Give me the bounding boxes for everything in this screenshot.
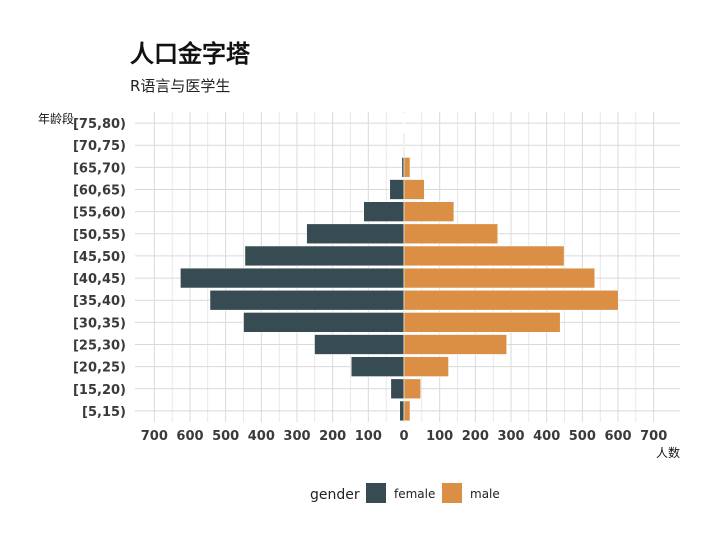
x-tick-label: 600 <box>176 429 203 444</box>
y-tick-label: [45,50) <box>73 250 126 265</box>
bar-male <box>403 223 499 245</box>
x-tick-label: 400 <box>533 429 560 444</box>
x-tick-label: 200 <box>319 429 346 444</box>
chart-title: 人口金字塔 <box>130 39 250 68</box>
bar-female <box>209 289 405 311</box>
bar-female <box>243 312 405 333</box>
bar-female <box>306 223 405 245</box>
bar-male <box>403 312 561 333</box>
x-tick-label: 300 <box>283 429 310 444</box>
bar-male <box>403 334 508 355</box>
bar-male <box>403 267 596 289</box>
x-tick-label: 700 <box>141 429 168 444</box>
bar-female <box>401 157 405 178</box>
x-tick-label: 100 <box>355 429 382 444</box>
bar-female <box>314 334 405 355</box>
legend-title: gender <box>310 487 360 503</box>
bar-female <box>244 245 405 267</box>
bar-male <box>403 157 411 178</box>
x-axis-title: 人数 <box>656 445 680 460</box>
bar-female <box>399 400 405 422</box>
y-tick-label: [5,15) <box>82 405 126 420</box>
y-tick-label: [35,40) <box>73 294 126 309</box>
y-tick-label: [50,55) <box>73 228 126 243</box>
y-tick-label: [75,80) <box>73 117 126 132</box>
x-tick-label: 200 <box>462 429 489 444</box>
y-tick-label: [55,60) <box>73 206 126 221</box>
bar-male <box>403 201 455 222</box>
y-tick-label: [40,45) <box>73 272 126 287</box>
bar-female <box>180 267 405 289</box>
x-tick-label: 0 <box>399 429 408 444</box>
y-tick-label: [20,25) <box>73 361 126 376</box>
legend-label: female <box>394 487 435 501</box>
bar-male <box>403 245 565 267</box>
y-tick-label: [30,35) <box>73 316 126 331</box>
bar-male <box>403 378 422 400</box>
y-axis-title: 年龄段 <box>38 111 74 126</box>
bar-female <box>390 378 405 400</box>
legend-swatch-male <box>442 483 462 503</box>
x-tick-label: 100 <box>426 429 453 444</box>
bar-female <box>350 356 405 377</box>
bar-male <box>403 400 411 422</box>
legend-label: male <box>470 487 500 501</box>
x-tick-label: 500 <box>569 429 596 444</box>
x-tick-label: 600 <box>604 429 631 444</box>
bar-male <box>403 112 405 134</box>
x-tick-label: 400 <box>248 429 275 444</box>
x-tick-label: 300 <box>497 429 524 444</box>
bar-male <box>403 289 619 311</box>
y-tick-label: [70,75) <box>73 139 126 154</box>
y-tick-label: [65,70) <box>73 161 126 176</box>
bar-male <box>403 179 425 200</box>
bar-male <box>403 134 406 156</box>
bar-female <box>363 201 405 222</box>
bar-female <box>389 179 405 200</box>
legend-swatch-female <box>366 483 386 503</box>
x-tick-label: 500 <box>212 429 239 444</box>
x-tick-label: 700 <box>640 429 667 444</box>
y-tick-label: [15,20) <box>73 383 126 398</box>
chart-subtitle: R语言与医学生 <box>130 77 231 95</box>
y-tick-label: [25,30) <box>73 339 126 354</box>
y-tick-label: [60,65) <box>73 184 126 199</box>
bar-male <box>403 356 449 377</box>
